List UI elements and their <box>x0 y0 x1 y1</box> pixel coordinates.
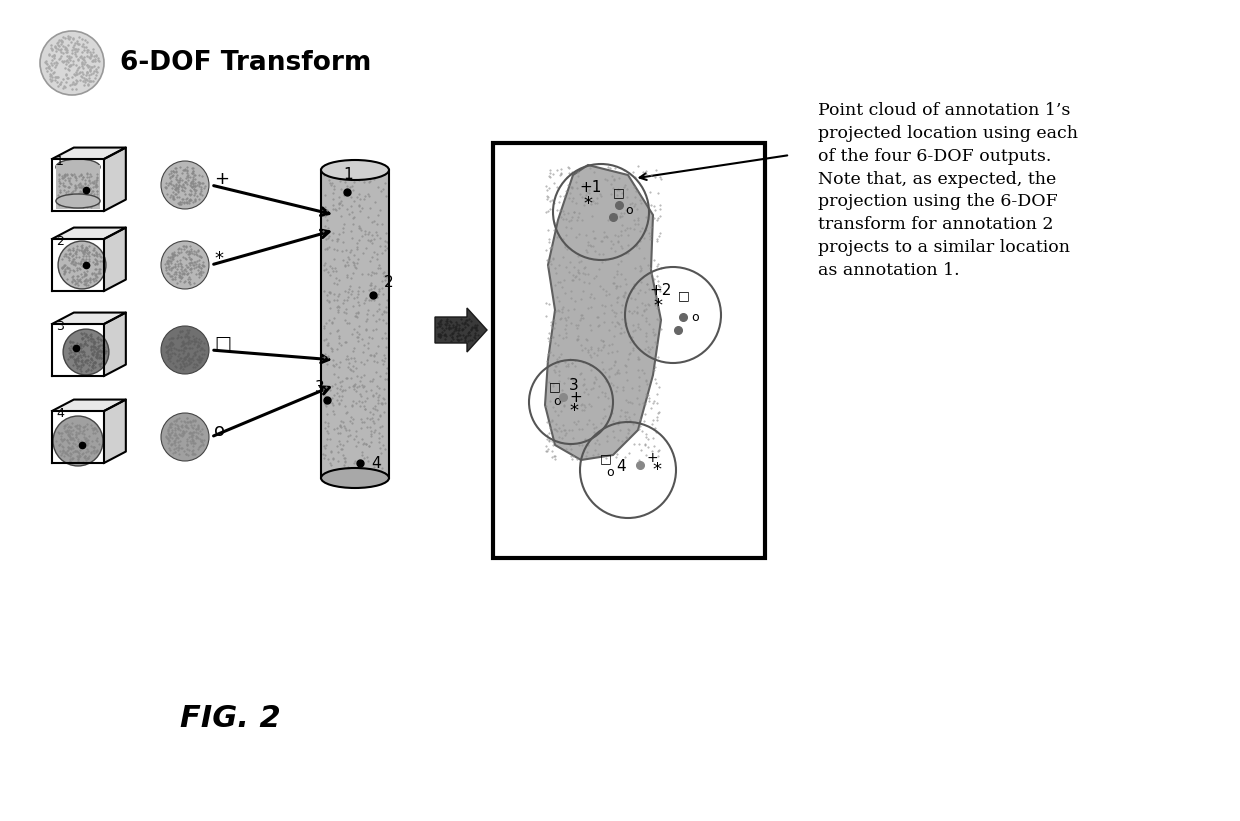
Circle shape <box>161 326 210 374</box>
Polygon shape <box>52 239 104 291</box>
Bar <box>321 170 389 478</box>
Polygon shape <box>52 400 125 411</box>
FancyArrow shape <box>435 308 487 352</box>
Text: o: o <box>691 311 698 324</box>
Circle shape <box>53 416 103 466</box>
Text: 4: 4 <box>56 407 64 420</box>
Polygon shape <box>52 148 125 159</box>
Polygon shape <box>104 400 125 463</box>
Bar <box>494 143 765 558</box>
Text: +: + <box>646 451 657 465</box>
Text: 3: 3 <box>315 380 325 395</box>
Bar <box>56 165 100 209</box>
Circle shape <box>63 329 109 375</box>
Text: 4: 4 <box>616 459 626 474</box>
Text: 1: 1 <box>56 155 64 168</box>
Circle shape <box>40 31 104 95</box>
Polygon shape <box>104 313 125 376</box>
Ellipse shape <box>56 159 100 175</box>
Text: *: * <box>569 402 578 420</box>
Text: *: * <box>653 297 662 315</box>
Circle shape <box>161 161 210 209</box>
Text: o: o <box>606 466 614 479</box>
Ellipse shape <box>321 160 389 180</box>
Text: +: + <box>215 170 229 188</box>
Ellipse shape <box>56 194 100 208</box>
Text: 3: 3 <box>569 378 579 393</box>
Text: □: □ <box>549 380 560 393</box>
Polygon shape <box>52 411 104 463</box>
Text: o: o <box>215 422 224 440</box>
Polygon shape <box>52 324 104 376</box>
Text: □: □ <box>215 335 231 353</box>
Text: +: + <box>569 390 582 405</box>
Text: *: * <box>583 195 591 213</box>
Polygon shape <box>104 148 125 211</box>
Text: FIG. 2: FIG. 2 <box>180 704 280 732</box>
Text: 3: 3 <box>56 320 64 333</box>
Text: *: * <box>652 461 661 479</box>
Text: 6-DOF Transform: 6-DOF Transform <box>120 50 371 76</box>
Text: □: □ <box>678 289 689 302</box>
Polygon shape <box>546 165 661 460</box>
Text: □: □ <box>613 186 625 199</box>
Text: 2: 2 <box>56 235 64 248</box>
Polygon shape <box>52 313 125 324</box>
Text: 2: 2 <box>384 275 393 290</box>
Text: +2: +2 <box>649 283 671 298</box>
Polygon shape <box>104 227 125 291</box>
Text: o: o <box>553 395 560 408</box>
Polygon shape <box>52 227 125 239</box>
Text: +1: +1 <box>579 180 601 195</box>
Text: o: o <box>625 204 632 217</box>
Text: 4: 4 <box>371 456 381 471</box>
Text: Point cloud of annotation 1’s
projected location using each
of the four 6-DOF ou: Point cloud of annotation 1’s projected … <box>818 102 1078 279</box>
Text: □: □ <box>600 452 611 465</box>
Circle shape <box>58 241 105 289</box>
Ellipse shape <box>321 468 389 488</box>
Text: *: * <box>215 250 223 268</box>
Circle shape <box>161 241 210 289</box>
Circle shape <box>161 413 210 461</box>
Polygon shape <box>52 159 104 211</box>
Text: 1: 1 <box>343 167 352 182</box>
